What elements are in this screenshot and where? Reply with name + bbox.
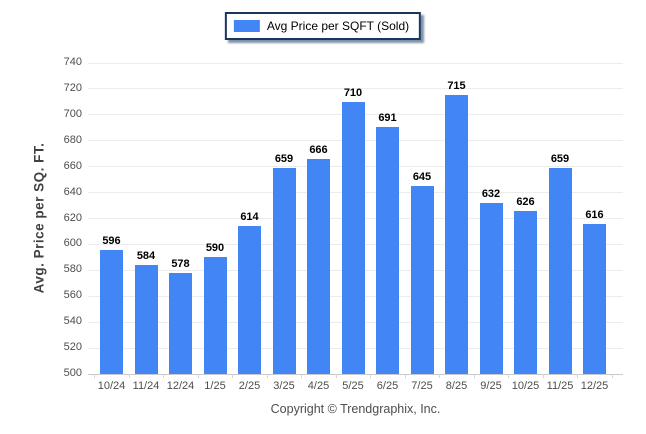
x-axis-tick-label: 12/24 bbox=[166, 380, 195, 392]
copyright-text: Copyright © Trendgraphix, Inc. bbox=[270, 402, 441, 416]
x-axis-tick bbox=[370, 374, 372, 378]
y-axis-tick-label: 700 bbox=[63, 107, 82, 120]
bar[interactable] bbox=[238, 226, 261, 374]
bar-value-label: 596 bbox=[102, 234, 121, 247]
x-axis-tick bbox=[577, 374, 579, 378]
x-axis-tick bbox=[163, 374, 165, 378]
bar[interactable] bbox=[100, 249, 123, 374]
x-axis-tick bbox=[301, 374, 303, 378]
bar-value-label: 659 bbox=[274, 152, 294, 165]
y-axis-tick-label: 620 bbox=[63, 211, 82, 224]
bar-value-label: 691 bbox=[378, 111, 397, 124]
x-axis-tick bbox=[542, 374, 544, 378]
y-axis-tick-label: 520 bbox=[63, 341, 82, 354]
x-axis-line bbox=[88, 374, 623, 375]
y-axis-tick-label: 680 bbox=[63, 133, 82, 146]
x-axis-tick bbox=[94, 374, 96, 378]
y-axis-tick-label: 640 bbox=[63, 185, 82, 198]
bar[interactable] bbox=[169, 272, 192, 374]
bar-value-label: 616 bbox=[585, 208, 604, 221]
bar[interactable] bbox=[548, 167, 572, 374]
y-axis-tick-label: 660 bbox=[63, 159, 82, 172]
legend-swatch-icon bbox=[233, 20, 260, 32]
y-axis-tick-label: 500 bbox=[63, 367, 82, 379]
bar-value-label: 715 bbox=[447, 80, 466, 93]
bar-value-label: 590 bbox=[205, 242, 225, 255]
x-axis-tick bbox=[232, 374, 234, 378]
legend-label: Avg Price per SQFT (Sold) bbox=[266, 19, 410, 33]
bar[interactable] bbox=[376, 126, 399, 374]
bar-value-label: 578 bbox=[171, 257, 190, 270]
y-axis-tick-label: 560 bbox=[63, 289, 82, 302]
bar-value-label: 626 bbox=[516, 195, 535, 208]
bar[interactable] bbox=[203, 257, 227, 374]
bar[interactable] bbox=[583, 223, 606, 374]
bar[interactable] bbox=[307, 158, 330, 374]
gridline bbox=[88, 88, 623, 90]
y-axis-tick-label: 600 bbox=[63, 237, 82, 250]
y-axis-tick-label: 740 bbox=[63, 56, 82, 68]
x-axis-tick bbox=[404, 374, 406, 378]
plot-area: 596 10/24 584 11/24 578 12/24 590 1/25 614 2/25 65… bbox=[88, 62, 623, 392]
x-axis-tick bbox=[128, 374, 130, 378]
x-axis-tick-label: 9/25 bbox=[480, 380, 502, 392]
x-axis-tick bbox=[439, 374, 441, 378]
bar[interactable] bbox=[514, 210, 537, 374]
x-axis-tick-label: 11/24 bbox=[132, 380, 160, 392]
x-axis-tick-label: 6/25 bbox=[376, 380, 399, 392]
x-axis-tick bbox=[197, 374, 199, 378]
bar[interactable] bbox=[410, 186, 434, 374]
bar[interactable] bbox=[272, 167, 296, 374]
bar-value-label: 659 bbox=[550, 152, 570, 165]
x-axis-tick-label: 10/25 bbox=[511, 380, 540, 392]
x-axis-tick bbox=[473, 374, 475, 378]
bar-value-label: 584 bbox=[136, 250, 156, 263]
y-axis-tick-label: 580 bbox=[63, 263, 82, 276]
bar[interactable] bbox=[134, 265, 158, 374]
y-axis-tick-label: 540 bbox=[63, 315, 82, 328]
bar-value-label: 666 bbox=[309, 143, 328, 156]
x-axis-tick-label: 12/25 bbox=[580, 380, 609, 392]
x-axis-tick bbox=[335, 374, 337, 378]
y-axis-tick-label: 720 bbox=[63, 81, 82, 94]
x-axis-tick bbox=[611, 374, 613, 378]
x-axis-tick bbox=[508, 374, 510, 378]
bar[interactable] bbox=[479, 202, 503, 374]
x-axis-tick-label: 5/25 bbox=[342, 380, 364, 392]
x-axis-tick-label: 10/24 bbox=[97, 380, 126, 392]
bar-value-label: 632 bbox=[481, 187, 501, 200]
bar-value-label: 645 bbox=[412, 171, 432, 184]
x-axis-tick-label: 8/25 bbox=[445, 380, 468, 392]
x-axis-tick-label: 11/25 bbox=[546, 380, 574, 392]
x-axis-tick-label: 3/25 bbox=[273, 380, 295, 392]
gridline bbox=[88, 62, 623, 64]
bar[interactable] bbox=[445, 95, 468, 374]
bar-value-label: 614 bbox=[240, 211, 259, 224]
x-axis-tick bbox=[266, 374, 268, 378]
legend[interactable]: Avg Price per SQFT (Sold) bbox=[224, 12, 422, 40]
x-axis-tick-label: 4/25 bbox=[307, 380, 330, 392]
bar-value-label: 710 bbox=[343, 86, 363, 99]
x-axis-tick-label: 7/25 bbox=[411, 380, 433, 392]
x-axis-tick-label: 2/25 bbox=[238, 380, 261, 392]
bar[interactable] bbox=[341, 101, 365, 374]
x-axis-tick-label: 1/25 bbox=[204, 380, 226, 392]
